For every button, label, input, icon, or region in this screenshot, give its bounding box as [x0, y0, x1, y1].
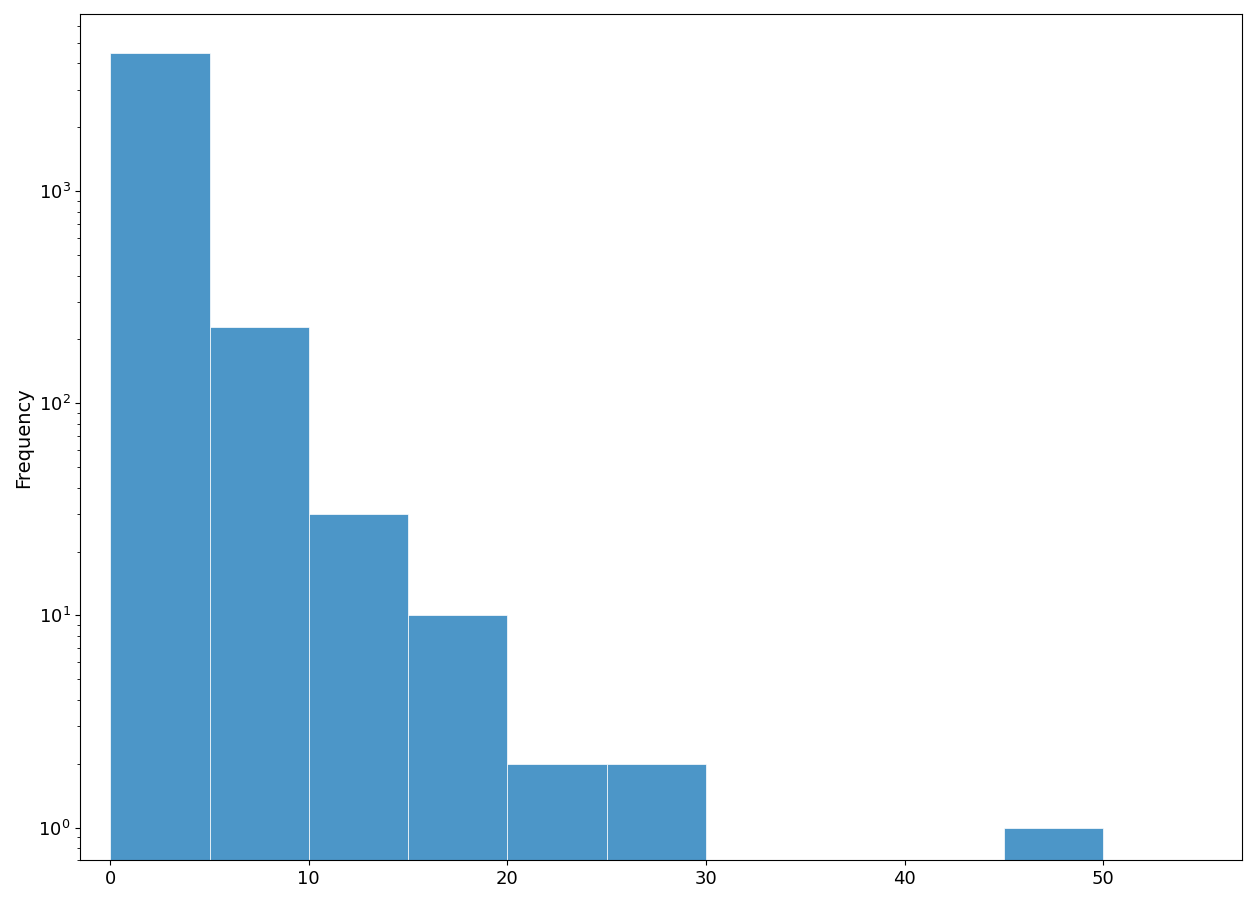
Y-axis label: Frequency: Frequency: [14, 387, 33, 487]
Bar: [1004, 827, 1103, 902]
Bar: [111, 52, 210, 902]
Bar: [309, 514, 408, 902]
Bar: [507, 764, 607, 902]
Bar: [607, 764, 706, 902]
Bar: [210, 327, 309, 902]
Bar: [408, 615, 507, 902]
